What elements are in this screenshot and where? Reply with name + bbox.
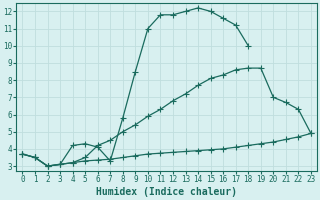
- X-axis label: Humidex (Indice chaleur): Humidex (Indice chaleur): [96, 187, 237, 197]
